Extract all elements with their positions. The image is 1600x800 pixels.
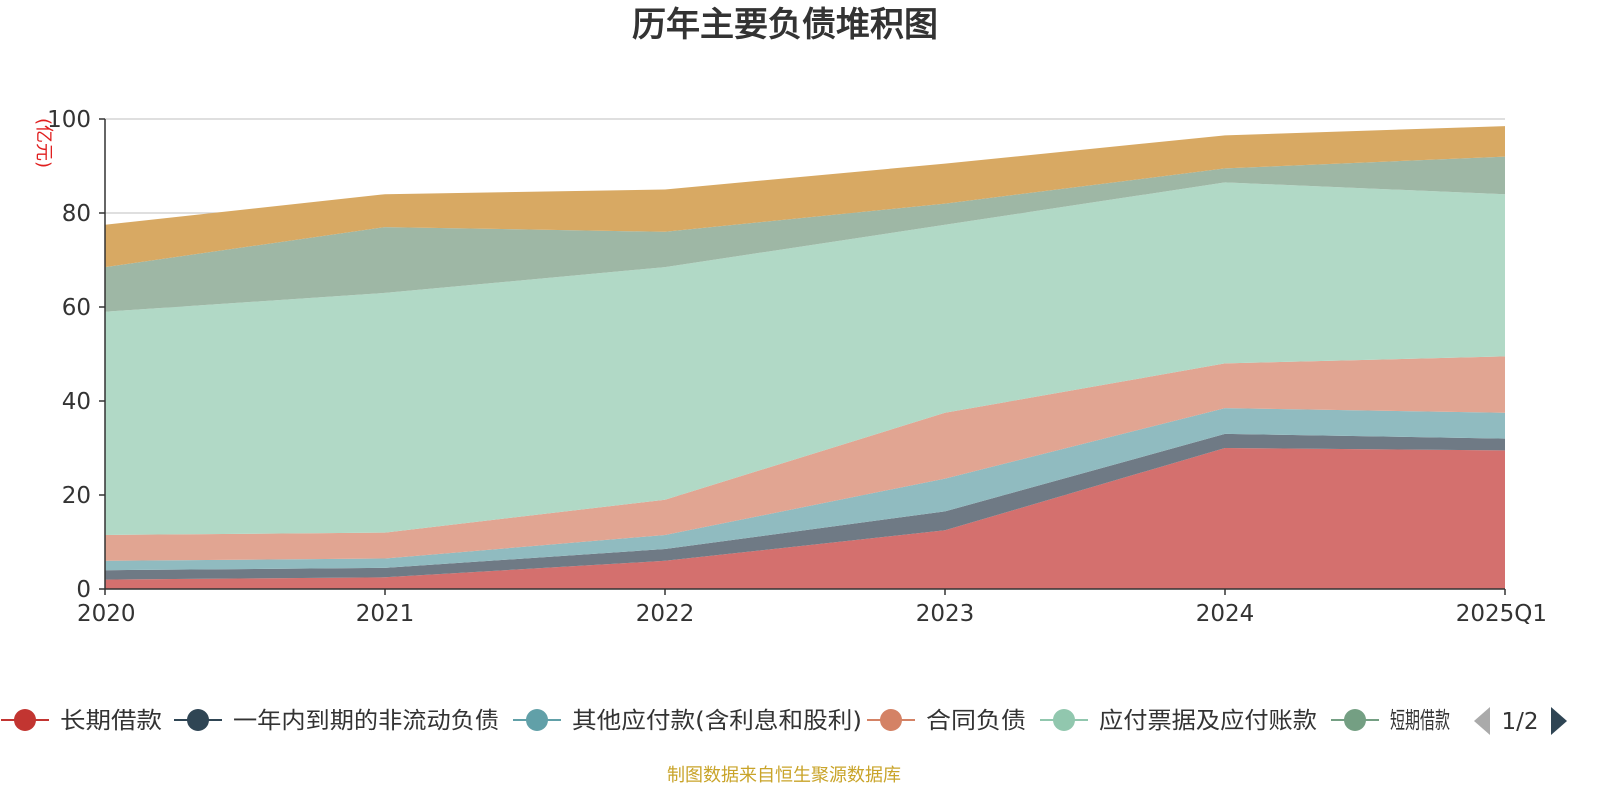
area-series-2[interactable] bbox=[105, 408, 1505, 571]
legend-item-4[interactable]: 应付票据及应付账款 bbox=[1040, 708, 1317, 734]
legend-label-3: 合同负债 bbox=[926, 708, 1026, 734]
legend-pager: 1/2 bbox=[1474, 707, 1567, 735]
legend-item-3[interactable]: 合同负债 bbox=[867, 708, 1026, 734]
x-tick-label-0: 2020 bbox=[77, 601, 136, 627]
legend-marker-2 bbox=[526, 709, 548, 731]
legend-marker-0 bbox=[14, 709, 36, 731]
legend-marker-4 bbox=[1053, 709, 1075, 731]
legend-label-5: 短期借款 bbox=[1390, 708, 1450, 734]
legend-item-2[interactable]: 其他应付款(含利息和股利) bbox=[513, 708, 862, 734]
y-tick-label-2: 40 bbox=[62, 389, 91, 415]
area-series-3[interactable] bbox=[105, 356, 1505, 561]
area-series-6[interactable] bbox=[105, 126, 1505, 268]
y-axis-unit: (亿元) bbox=[33, 118, 54, 168]
pager-prev-icon[interactable] bbox=[1474, 707, 1490, 735]
legend-label-2: 其他应付款(含利息和股利) bbox=[572, 708, 862, 734]
legend-marker-3 bbox=[880, 709, 902, 731]
x-tick-label-3: 2023 bbox=[916, 601, 975, 627]
area-series-5[interactable] bbox=[105, 156, 1505, 312]
chart-title: 历年主要负债堆积图 bbox=[632, 5, 938, 45]
area-series bbox=[105, 126, 1505, 589]
y-tick-label-0: 0 bbox=[76, 577, 91, 603]
legend-item-0[interactable]: 长期借款 bbox=[1, 708, 162, 734]
source-note: 制图数据来自恒生聚源数据库 bbox=[667, 765, 901, 786]
legend: 长期借款 一年内到期的非流动负债 其他应付款(含利息和股利) 合同负债 应付票据及应付账… bbox=[1, 708, 1450, 734]
x-tick-label-2: 2022 bbox=[636, 601, 695, 627]
legend-marker-1 bbox=[187, 709, 209, 731]
y-tick-label-5: 100 bbox=[47, 107, 91, 133]
axes bbox=[104, 119, 1505, 590]
legend-label-4: 应付票据及应付账款 bbox=[1099, 708, 1317, 734]
area-series-0[interactable] bbox=[105, 448, 1505, 589]
pager-label: 1/2 bbox=[1501, 709, 1538, 735]
y-tick-label-1: 20 bbox=[62, 483, 91, 509]
x-tick-label-4: 2024 bbox=[1196, 601, 1255, 627]
y-tick-label-4: 80 bbox=[62, 201, 91, 227]
x-tick-label-1: 2021 bbox=[356, 601, 415, 627]
legend-label-1: 一年内到期的非流动负债 bbox=[233, 708, 499, 734]
y-tick-label-3: 60 bbox=[62, 295, 91, 321]
y-axis-ticks: 0 20 40 60 80 100 bbox=[47, 107, 105, 603]
legend-item-5[interactable]: 短期借款 bbox=[1331, 708, 1450, 734]
legend-marker-5 bbox=[1344, 709, 1366, 731]
pager-next-icon[interactable] bbox=[1551, 707, 1567, 735]
area-series-4[interactable] bbox=[105, 182, 1505, 535]
x-axis-ticks: 2020 2021 2022 2023 2024 2025Q1 bbox=[77, 589, 1547, 627]
x-tick-label-5: 2025Q1 bbox=[1456, 601, 1547, 627]
legend-label-0: 长期借款 bbox=[60, 708, 162, 734]
legend-item-1[interactable]: 一年内到期的非流动负债 bbox=[174, 708, 499, 734]
area-series-1[interactable] bbox=[105, 433, 1505, 580]
